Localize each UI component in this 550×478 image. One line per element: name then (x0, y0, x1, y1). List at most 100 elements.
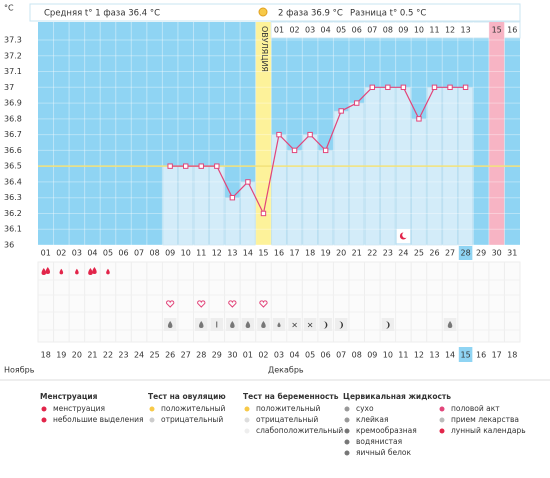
legend-icon (344, 417, 350, 423)
bar (271, 134, 287, 246)
temperature-line (170, 86, 466, 216)
date-label: 20 (72, 351, 82, 360)
date-label: 23 (118, 351, 128, 360)
y-tick-label: 37.1 (4, 67, 22, 76)
legend-icon (244, 417, 250, 423)
y-tick-label: 37 (4, 83, 14, 92)
phase2-day: 12 (445, 26, 455, 35)
legend-item: сухо (356, 404, 374, 413)
phase1-text: Средняя t° 1 фаза 36.4 °C (44, 9, 160, 19)
date-label: 18 (507, 351, 517, 360)
point (229, 194, 236, 201)
ovulation-label: ОВУЛЯЦИЯ (260, 26, 269, 72)
legend-icon (344, 439, 350, 445)
drop-icon (167, 321, 173, 328)
y-tick-label: 36 (4, 241, 14, 250)
date-label: 16 (476, 351, 486, 360)
point (385, 84, 391, 91)
drop-icon (245, 321, 251, 328)
bar (333, 110, 349, 246)
y-tick-label: 36.9 (4, 99, 22, 108)
phase2-day: 07 (367, 26, 377, 35)
point (260, 210, 267, 217)
bar (193, 165, 209, 246)
phase2-day: 01 (274, 26, 284, 35)
bar (224, 197, 240, 246)
x-tick-label: 15 (258, 249, 268, 258)
legend-icon (439, 417, 445, 423)
ovulation-column (255, 22, 272, 245)
legend-icon (41, 406, 47, 412)
date-label: 27 (181, 351, 191, 360)
date-label: 09 (367, 351, 377, 360)
phase2-day: 04 (321, 26, 331, 35)
y-tick-label: 37.2 (4, 51, 22, 60)
point (214, 163, 220, 169)
header-bar (29, 3, 521, 22)
fluid-symbol: × (307, 321, 314, 330)
date-label: 03 (274, 351, 284, 360)
bar (209, 165, 225, 246)
fluid-box (319, 318, 332, 331)
phase2-day: 08 (383, 26, 393, 35)
heart-icon (166, 300, 175, 308)
point (183, 163, 189, 169)
date-label: 06 (321, 351, 331, 360)
legend-item: водянистая (356, 437, 402, 446)
fluid-box (303, 318, 317, 331)
date-label: 08 (352, 351, 362, 360)
highlight-column (488, 22, 505, 245)
month-label: Декабрь (268, 366, 304, 375)
drop-icon (277, 322, 281, 328)
legend-icon (41, 417, 47, 423)
y-axis-label: °C (4, 4, 14, 13)
x-tick-label: 11 (196, 249, 206, 258)
legend-icon (344, 428, 350, 434)
x-tick-label: 28 (460, 249, 470, 258)
fluid-symbol: ❩ (322, 321, 329, 330)
drop-icon (106, 268, 110, 275)
x-tick-label: 18 (305, 249, 315, 258)
drop-icon (261, 321, 266, 328)
date-label: 17 (492, 351, 502, 360)
point (167, 163, 173, 169)
x-tick-label: 23 (383, 249, 393, 258)
sun-icon (258, 7, 268, 17)
point (354, 100, 360, 106)
phase2-day: 15 (492, 26, 502, 35)
date-label: 26 (165, 351, 175, 360)
fluid-box (288, 318, 301, 331)
x-tick-label: 06 (118, 249, 128, 258)
heart-icon (259, 300, 268, 308)
drop-icon (45, 267, 51, 274)
y-tick-label: 36.2 (4, 209, 22, 218)
legend-icon (149, 417, 155, 423)
point (369, 84, 375, 91)
legend-item: положительный (161, 404, 226, 413)
point (291, 147, 298, 154)
legend-item: лунный календарь (451, 426, 526, 435)
x-tick-label: 29 (476, 249, 486, 258)
phase2-day: 16 (507, 26, 517, 35)
legend-icon (344, 406, 350, 412)
date-label: 15 (460, 351, 470, 360)
phase2-day: 06 (352, 26, 362, 35)
date-label: 05 (305, 351, 315, 360)
date-label: 14 (445, 351, 455, 360)
fluid-symbol: ❩ (338, 321, 345, 330)
date-label: 28 (196, 351, 206, 360)
y-tick-label: 36.6 (4, 146, 22, 155)
heart-icon (228, 300, 237, 308)
phase2-day: 10 (414, 26, 424, 35)
date-label: 12 (414, 351, 424, 360)
legend-item: отрицательный (256, 415, 318, 424)
date-label: 29 (212, 351, 222, 360)
legend-item: клейкая (356, 415, 388, 424)
drop-icon (230, 321, 235, 328)
point (198, 163, 204, 169)
point (307, 131, 313, 138)
x-tick-label: 08 (150, 249, 160, 258)
date-label: 13 (429, 351, 439, 360)
legend-item: прием лекарства (451, 415, 519, 424)
